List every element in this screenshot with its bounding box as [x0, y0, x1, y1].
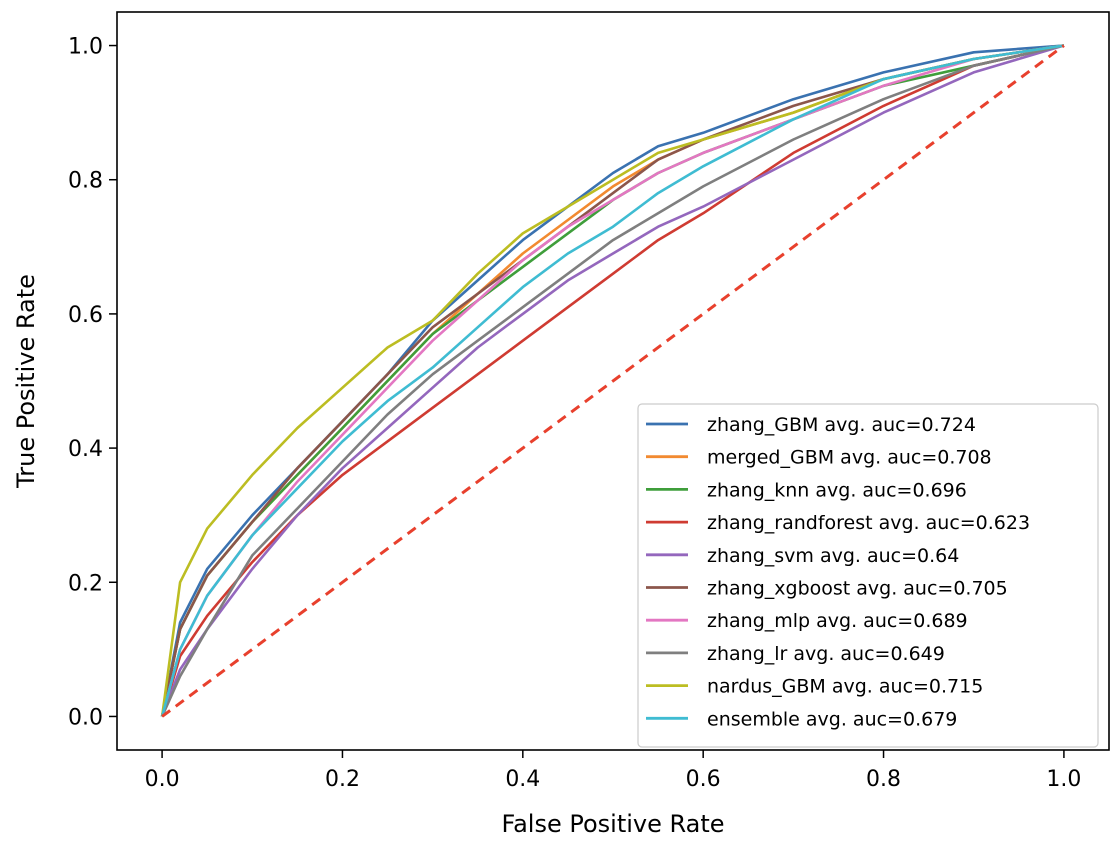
legend-entry-label: zhang_randforest avg. auc=0.623 — [707, 512, 1030, 534]
y-tick-label: 0.4 — [68, 437, 103, 462]
plot-frame — [116, 11, 1110, 751]
roc-curve-6 — [160, 44, 1065, 717]
y-axis-label: True Positive Rate — [12, 274, 40, 489]
legend-entry-label: zhang_lr avg. auc=0.649 — [707, 643, 945, 665]
roc-curve-1 — [160, 44, 1064, 717]
x-tick-label: 0.4 — [505, 767, 540, 792]
roc-curve-10 — [160, 44, 1065, 717]
x-tick-label: 0.2 — [325, 767, 360, 792]
legend-entry-label: merged_GBM avg. auc=0.708 — [707, 447, 992, 469]
legend-entry-label: ensemble avg. auc=0.679 — [707, 708, 957, 730]
y-axis-ticks: 0.0 0.2 0.4 0.6 0.8 1.0 — [68, 35, 117, 730]
legend-entry-label: zhang_xgboost avg. auc=0.705 — [707, 578, 1008, 600]
x-axis-label: False Positive Rate — [501, 810, 724, 838]
y-tick-label: 0.8 — [68, 169, 103, 194]
legend-entry-label: zhang_GBM avg. auc=0.724 — [707, 414, 976, 436]
y-tick-label: 0.6 — [68, 303, 103, 328]
x-tick-label: 0.0 — [145, 767, 180, 792]
roc-curve-4 — [160, 44, 1065, 717]
legend-entry-label: zhang_svm avg. auc=0.64 — [707, 545, 959, 567]
y-tick-label: 0.2 — [68, 571, 103, 596]
curves-layer — [160, 44, 1065, 718]
x-tick-label: 0.8 — [866, 767, 901, 792]
x-tick-label: 1.0 — [1046, 767, 1081, 792]
roc-curve-8 — [160, 44, 1065, 718]
x-tick-label: 0.6 — [686, 767, 721, 792]
legend-entry-label: nardus_GBM avg. auc=0.715 — [707, 676, 983, 698]
roc-curve-9 — [160, 44, 1065, 717]
legend: zhang_GBM avg. auc=0.724 merged_GBM avg. … — [637, 403, 1099, 748]
legend-entry-label: zhang_knn avg. auc=0.696 — [707, 479, 967, 501]
chance-diagonal-line — [161, 44, 1065, 718]
legend-entry-label: zhang_mlp avg. auc=0.689 — [707, 610, 968, 632]
roc-curve-5 — [160, 44, 1065, 717]
x-axis-ticks: 0.0 0.2 0.4 0.6 0.8 1.0 — [145, 750, 1081, 792]
y-tick-label: 1.0 — [68, 35, 103, 60]
legend-box — [637, 403, 1099, 748]
y-tick-label: 0.0 — [68, 705, 103, 730]
